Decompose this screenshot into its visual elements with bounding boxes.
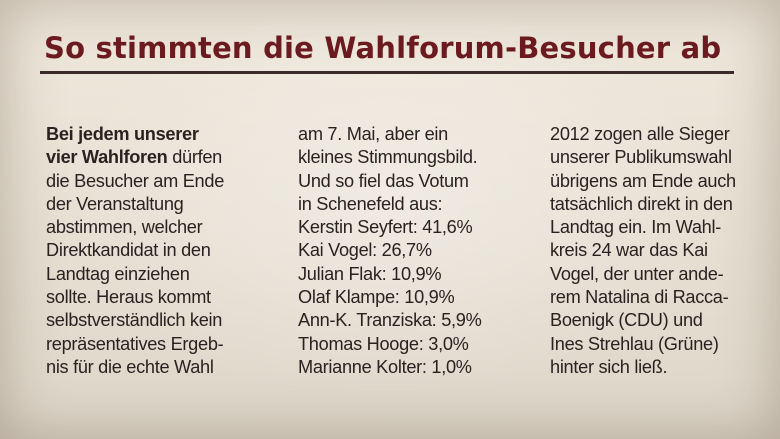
text-line: die Besucher am Ende [46, 170, 271, 193]
text-segment: Olaf Klampe: 10,9% [298, 287, 455, 308]
text-line: abstimmen, welcher [46, 216, 271, 239]
text-line: in Schenefeld aus: [298, 193, 523, 216]
text-line: Ines Strehlau (Grüne) [550, 333, 775, 356]
text-segment: nis für die echte Wahl [46, 356, 214, 377]
text-segment: abstimmen, welcher [46, 217, 203, 238]
text-line: Julian Flak: 10,9% [298, 263, 523, 286]
text-line: Marianne Kolter: 1,0% [298, 356, 523, 379]
text-segment: repräsentatives Ergeb- [46, 333, 224, 354]
text-segment: Und so fiel das Votum [298, 170, 469, 191]
text-segment: Ines Strehlau (Grüne) [550, 333, 719, 354]
headline-rule [40, 71, 734, 74]
text-segment: dürfen [167, 147, 222, 168]
text-line: Vogel, der unter ande- [550, 263, 775, 286]
text-column-1: Bei jedem unserer vier Wahlforen dürfen di… [46, 123, 271, 379]
bold-text-segment: Bei jedem unserer [46, 124, 199, 144]
text-line: kleines Stimmungsbild. [298, 146, 523, 169]
text-segment: Vogel, der unter ande- [550, 263, 724, 284]
text-segment: hinter sich ließ. [550, 356, 668, 377]
text-segment: Kai Vogel: 26,7% [298, 240, 432, 261]
text-column-2: am 7. Mai, aber ein kleines Stimmungsbild… [298, 123, 523, 379]
text-segment: Marianne Kolter: 1,0% [298, 356, 472, 377]
text-line: selbstverständlich kein [46, 309, 271, 332]
text-segment: tatsächlich direkt in den [550, 193, 733, 214]
text-line: rem Natalina di Racca- [550, 286, 775, 309]
text-line: Thomas Hooge: 3,0% [298, 333, 523, 356]
text-segment: kreis 24 war das Kai [550, 240, 708, 261]
text-line: Ann-K. Tranziska: 5,9% [298, 309, 523, 332]
text-line: sollte. Heraus kommt [46, 286, 271, 309]
text-line: am 7. Mai, aber ein [298, 123, 523, 146]
text-segment: 2012 zogen alle Sieger [550, 124, 730, 144]
bold-text-segment: vier Wahlforen [46, 147, 168, 168]
text-segment: der Veranstaltung [46, 193, 184, 214]
text-line: hinter sich ließ. [550, 356, 775, 379]
text-segment: Direktkandidat in den [46, 240, 211, 261]
text-line: der Veranstaltung [46, 193, 271, 216]
text-segment: kleines Stimmungsbild. [298, 147, 478, 168]
text-segment: die Besucher am Ende [46, 170, 225, 191]
text-segment: Landtag einziehen [46, 263, 190, 284]
text-line: übrigens am Ende auch [550, 170, 775, 193]
text-line: Direktkandidat in den [46, 239, 271, 262]
text-line: tatsächlich direkt in den [550, 193, 775, 216]
text-segment: Kerstin Seyfert: 41,6% [298, 217, 473, 238]
text-segment: übrigens am Ende auch [550, 170, 736, 191]
text-line: Und so fiel das Votum [298, 170, 523, 193]
headline: So stimmten die Wahlforum-Besucher ab [44, 31, 722, 65]
text-segment: Boenigk (CDU) und [550, 310, 703, 331]
text-segment: rem Natalina di Racca- [550, 287, 729, 308]
text-line: kreis 24 war das Kai [550, 239, 775, 262]
text-segment: Ann-K. Tranziska: 5,9% [298, 310, 482, 331]
text-column-3: 2012 zogen alle Sieger unserer Publikumsw… [550, 123, 775, 379]
text-line: Olaf Klampe: 10,9% [298, 286, 523, 309]
text-segment: Thomas Hooge: 3,0% [298, 333, 469, 354]
text-line: Bei jedem unserer [46, 123, 271, 146]
text-line: Landtag ein. Im Wahl- [550, 216, 775, 239]
text-line: vier Wahlforen dürfen [46, 146, 271, 169]
text-segment: Julian Flak: 10,9% [298, 263, 442, 284]
text-segment: am 7. Mai, aber ein [298, 124, 448, 144]
text-segment: Landtag ein. Im Wahl- [550, 217, 721, 238]
text-line: Kai Vogel: 26,7% [298, 239, 523, 262]
text-segment: sollte. Heraus kommt [46, 287, 211, 308]
text-line: nis für die echte Wahl [46, 356, 271, 379]
text-line: 2012 zogen alle Sieger [550, 123, 775, 146]
text-segment: selbstverständlich kein [46, 310, 223, 331]
text-line: Boenigk (CDU) und [550, 309, 775, 332]
text-line: Kerstin Seyfert: 41,6% [298, 216, 523, 239]
text-line: repräsentatives Ergeb- [46, 333, 271, 356]
text-line: unserer Publikumswahl [550, 146, 775, 169]
text-line: Landtag einziehen [46, 263, 271, 286]
text-segment: in Schenefeld aus: [298, 193, 443, 214]
text-segment: unserer Publikumswahl [550, 147, 732, 168]
